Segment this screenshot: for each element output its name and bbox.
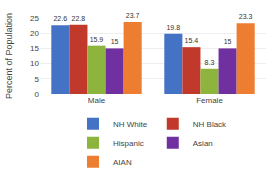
svg-text:Male: Male xyxy=(88,96,106,105)
svg-text:23.7: 23.7 xyxy=(126,12,140,19)
svg-text:15.9: 15.9 xyxy=(90,36,104,43)
svg-text:19.8: 19.8 xyxy=(166,24,180,31)
svg-text:15: 15 xyxy=(224,38,232,45)
svg-text:15: 15 xyxy=(30,44,39,53)
svg-text:Hispanic: Hispanic xyxy=(113,139,144,148)
svg-text:25: 25 xyxy=(30,14,39,23)
svg-text:10: 10 xyxy=(30,59,39,68)
svg-text:22.8: 22.8 xyxy=(72,15,86,22)
svg-text:NH White: NH White xyxy=(113,120,148,129)
svg-text:NH Black: NH Black xyxy=(193,120,227,129)
svg-text:8.3: 8.3 xyxy=(205,59,215,66)
svg-text:Asian: Asian xyxy=(193,139,213,148)
svg-text:15: 15 xyxy=(111,38,119,45)
svg-text:15.4: 15.4 xyxy=(185,37,199,44)
svg-text:Percent of Population: Percent of Population xyxy=(4,13,14,99)
svg-text:Female: Female xyxy=(196,96,223,105)
svg-text:22.6: 22.6 xyxy=(53,15,67,22)
svg-text:23.3: 23.3 xyxy=(239,13,253,20)
svg-text:20: 20 xyxy=(30,29,39,38)
svg-text:5: 5 xyxy=(35,75,40,84)
svg-text:0: 0 xyxy=(35,90,40,99)
svg-text:AIAN: AIAN xyxy=(113,158,132,167)
